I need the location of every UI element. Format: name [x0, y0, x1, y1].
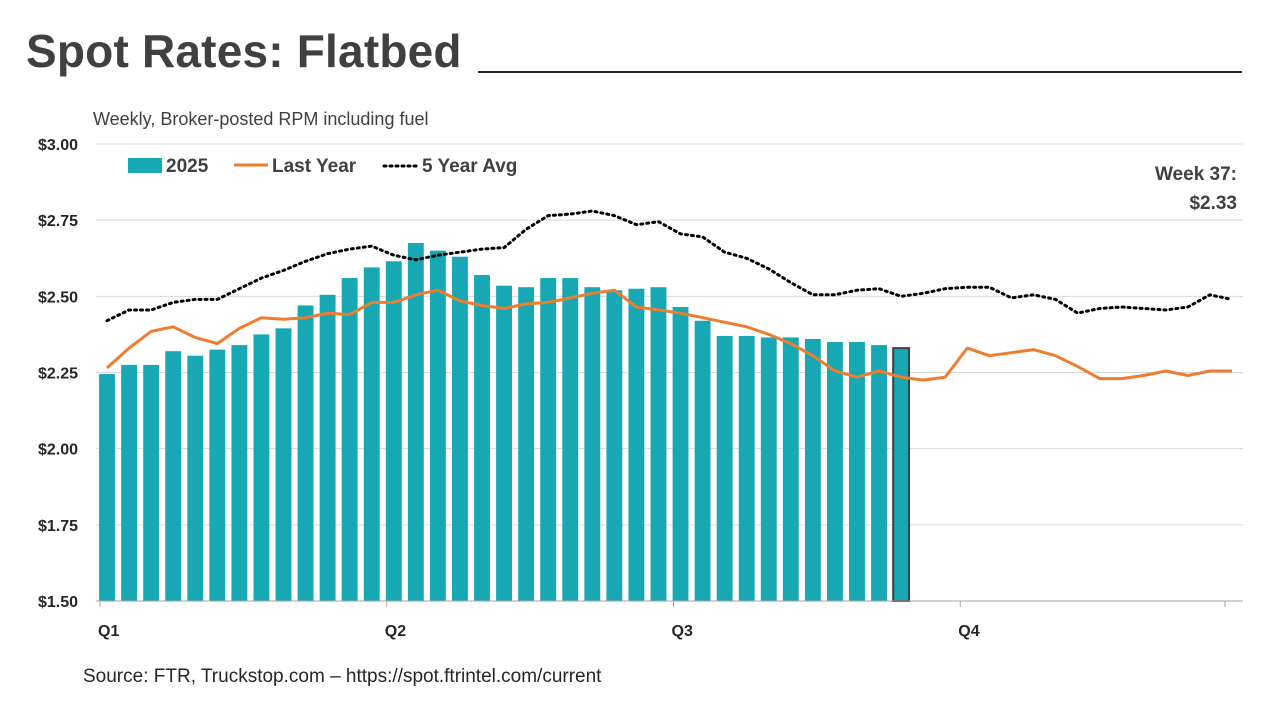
x-axis: Q1 Q2 Q3 Q4: [96, 600, 1243, 640]
bar: [540, 278, 557, 601]
bar: [562, 278, 579, 601]
week-callout: Week 37: $2.33: [1155, 164, 1237, 214]
x-tick-label: Q4: [958, 623, 979, 640]
bar-highlighted: [892, 347, 911, 603]
bar: [672, 306, 689, 601]
bar: [165, 351, 182, 601]
y-tick-label: $2.00: [38, 442, 78, 459]
bar: [738, 335, 755, 601]
chart-subtitle: Weekly, Broker-posted RPM including fuel: [93, 109, 429, 129]
bar: [584, 287, 601, 601]
y-tick-label: $2.75: [38, 213, 78, 230]
x-tick-label: Q2: [385, 623, 406, 640]
bar: [849, 342, 865, 601]
bar: [209, 349, 226, 601]
bar: [628, 288, 645, 601]
y-tick-label: $1.75: [38, 518, 78, 535]
x-tick-label: Q1: [98, 623, 119, 640]
bar: [275, 328, 292, 601]
bar: [650, 287, 667, 601]
bar: [231, 345, 248, 601]
y-tick-label: $2.50: [38, 289, 78, 306]
bar: [716, 335, 733, 601]
legend-label-2025: 2025: [166, 156, 209, 177]
bar: [694, 320, 711, 601]
source-note: Source: FTR, Truckstop.com – https://spo…: [83, 666, 602, 687]
bar: [363, 267, 380, 601]
bar-series-2025: [99, 243, 911, 603]
bar: [760, 337, 777, 601]
x-tick-label: Q3: [672, 623, 693, 640]
bar: [871, 345, 887, 601]
chart-title: Spot Rates: Flatbed: [26, 25, 462, 77]
bar: [474, 275, 490, 601]
bar: [187, 355, 204, 601]
bar: [826, 342, 843, 601]
line-5-year-avg: [105, 209, 1234, 323]
bar: [606, 290, 623, 601]
y-tick-label: $3.00: [38, 137, 78, 154]
line-last-year: [105, 288, 1232, 382]
y-axis-ticks: $3.00 $2.75 $2.50 $2.25 $2.00 $1.75 $1.50: [38, 137, 78, 611]
bar: [253, 334, 270, 601]
bar: [341, 278, 358, 601]
title-underline: [478, 71, 1242, 73]
bar: [782, 337, 799, 601]
legend: 2025 Last Year 5 Year Avg: [128, 156, 517, 177]
bar: [429, 250, 446, 601]
bar: [143, 364, 160, 601]
y-tick-label: $1.50: [38, 594, 78, 611]
bar: [804, 338, 821, 601]
bar: [452, 256, 468, 601]
legend-label-5-year-avg: 5 Year Avg: [422, 156, 517, 177]
line-series: [105, 209, 1234, 382]
bar: [319, 294, 336, 601]
legend-swatch-2025: [128, 158, 162, 173]
bar: [121, 364, 138, 601]
bar: [407, 243, 424, 601]
callout-week-value: $2.33: [1189, 193, 1237, 214]
bar: [385, 261, 402, 601]
callout-week-label: Week 37:: [1155, 164, 1237, 185]
y-tick-label: $2.25: [38, 366, 78, 383]
bar: [518, 287, 535, 601]
legend-label-last-year: Last Year: [272, 156, 357, 177]
bar: [297, 305, 314, 601]
bar: [496, 285, 513, 601]
bar: [99, 374, 115, 601]
